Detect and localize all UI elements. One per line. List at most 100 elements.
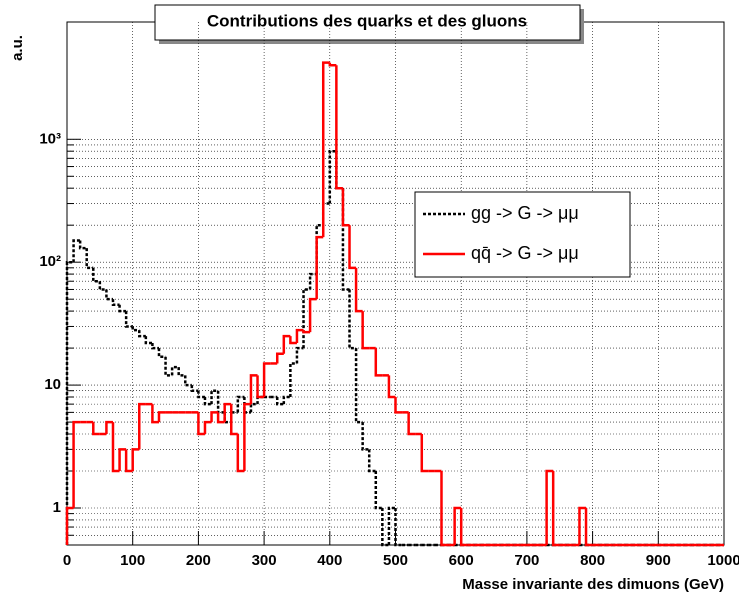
histogram-bin: [210, 411, 219, 423]
histogram-bin: [151, 343, 159, 350]
histogram-bin: [420, 434, 429, 473]
histogram-bin: [289, 362, 297, 398]
title-box: [154, 4, 581, 41]
histogram-bin: [381, 508, 389, 547]
histogram-bin: [72, 420, 81, 509]
histogram-bin: [203, 420, 212, 435]
histogram-bin: [118, 448, 127, 472]
x-tick-label: 1000: [707, 552, 739, 569]
histogram-bin: [335, 65, 343, 190]
y-tick-label: 10²: [39, 253, 61, 270]
histogram-bin: [315, 235, 324, 300]
histogram-bin: [230, 404, 238, 436]
x-tick-label: 700: [514, 552, 539, 569]
histogram-bin: [170, 365, 179, 376]
histogram-bin: [262, 362, 271, 398]
histogram-bin: [407, 412, 416, 436]
histogram-bin: [308, 297, 317, 333]
histogram-bin: [98, 281, 107, 291]
histogram-bin: [584, 508, 593, 547]
histogram-bin: [295, 346, 304, 364]
histogram-bin: [138, 330, 146, 338]
histogram-bin: [440, 471, 449, 547]
histogram-bin: [216, 412, 225, 424]
histogram-bin: [394, 397, 403, 414]
histogram-bin: [78, 240, 87, 250]
histogram-bin: [367, 449, 376, 473]
histogram-bin: [361, 311, 370, 350]
y-tick-label: 1: [53, 499, 61, 516]
histogram-bin: [387, 375, 396, 399]
y-tick-label: 10³: [39, 130, 61, 147]
histogram-bin: [124, 311, 133, 328]
histogram-bin: [85, 248, 94, 270]
histogram-bin: [302, 330, 311, 334]
histogram-bin: [341, 188, 350, 291]
histogram-bin: [157, 348, 166, 359]
histogram-bin: [157, 411, 166, 423]
histogram-bin: [151, 404, 159, 424]
histogram-bin: [545, 469, 554, 545]
y-tick-label: 10: [44, 376, 61, 393]
x-tick-label: 0: [63, 552, 71, 569]
histogram-bin: [236, 434, 245, 473]
histogram-bin: [361, 422, 370, 451]
histogram-bin: [289, 336, 297, 345]
histogram-bin: [118, 304, 127, 313]
chart-title: Contributions des quarks et des gluons: [207, 11, 527, 30]
legend-label: gg -> G -> μμ: [471, 203, 579, 223]
histogram-bin: [282, 334, 291, 354]
histogram-bin: [105, 420, 113, 435]
histogram-bin: [256, 375, 265, 399]
histogram-bin: [275, 352, 284, 364]
histogram-bin: [197, 412, 205, 436]
histogram-bin: [282, 395, 291, 405]
histogram-bin: [124, 449, 133, 473]
histogram-bin: [92, 422, 100, 436]
histogram-bin: [341, 188, 350, 227]
histogram-bin: [111, 422, 120, 473]
histogram-bin: [92, 267, 100, 283]
histogram-bin: [197, 390, 205, 399]
histogram-bin: [164, 356, 173, 377]
histogram-bin: [210, 389, 219, 405]
histogram-bin: [321, 61, 330, 238]
x-tick-label: 400: [317, 552, 342, 569]
histogram-bin: [394, 508, 403, 547]
histogram-bin: [453, 506, 462, 545]
histogram-bin: [348, 225, 357, 270]
histogram-bin: [243, 402, 251, 472]
histogram-bin: [459, 508, 468, 547]
histogram-bin: [249, 402, 258, 413]
x-tick-label: 900: [646, 552, 671, 569]
histogram-bin: [374, 471, 383, 510]
x-tick-label: 600: [449, 552, 474, 569]
histogram-bin: [177, 367, 186, 377]
histogram-bin: [138, 402, 146, 450]
x-tick-label: 100: [120, 552, 145, 569]
histogram-bin: [354, 267, 363, 313]
x-axis-label: Masse invariante des dimuons (GeV): [462, 576, 724, 593]
x-tick-label: 200: [186, 552, 211, 569]
x-tick-label: 500: [383, 552, 408, 569]
histogram-bin: [111, 299, 120, 307]
histogram-bin: [72, 239, 81, 263]
histogram-bin: [328, 62, 337, 67]
legend-label: qq̄ -> G -> μμ: [471, 243, 579, 263]
x-tick-label: 300: [252, 552, 277, 569]
y-axis-label: a.u.: [9, 35, 26, 61]
histogram-bin: [275, 397, 284, 406]
series: [65, 61, 724, 547]
histogram-bin: [249, 374, 258, 405]
histogram-bin: [295, 328, 304, 344]
histogram-bin: [578, 506, 587, 545]
histogram-bin: [551, 471, 560, 547]
histogram-bin: [236, 395, 245, 413]
histogram-bin: [203, 397, 212, 406]
x-tick-label: 800: [580, 552, 605, 569]
histogram-bin: [131, 326, 140, 332]
histogram-bin: [131, 448, 140, 472]
legend-box: [414, 191, 631, 278]
histogram-bin: [144, 336, 153, 345]
